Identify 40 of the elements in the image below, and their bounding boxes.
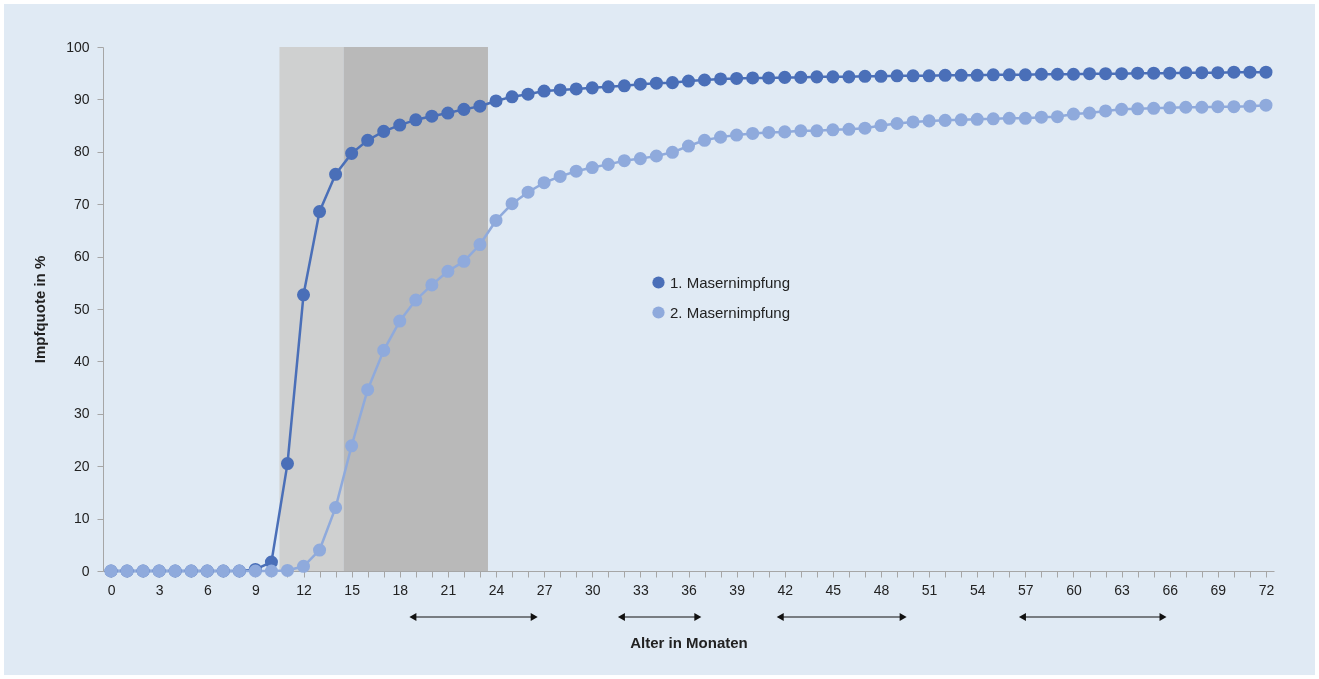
y-tick-label: 80 xyxy=(73,143,90,160)
x-tick-label: 57 xyxy=(1018,581,1034,598)
y-tick-label: 60 xyxy=(73,248,90,265)
x-tick-label: 51 xyxy=(921,581,938,598)
x-tick-label: 15 xyxy=(344,581,361,598)
x-tick-label: 48 xyxy=(873,581,890,598)
x-tick-label: 69 xyxy=(1210,581,1227,598)
x-tick-label: 27 xyxy=(536,581,553,598)
x-tick-label: 0 xyxy=(107,581,116,598)
x-tick-label: 42 xyxy=(777,581,794,598)
x-tick-label: 18 xyxy=(392,581,409,598)
x-tick-label: 36 xyxy=(681,581,697,598)
x-tick-label: 39 xyxy=(729,581,746,598)
x-tick-label: 72 xyxy=(1258,581,1275,598)
y-tick-label: 70 xyxy=(73,195,90,212)
x-tick-label: 9 xyxy=(251,581,260,598)
y-tick-label: 50 xyxy=(73,300,90,317)
x-tick-label: 63 xyxy=(1114,581,1131,598)
y-tick-label: 30 xyxy=(73,405,90,422)
y-tick-label: 100 xyxy=(66,38,90,55)
x-tick-label: 3 xyxy=(155,581,164,598)
x-axis-title: Alter in Monaten xyxy=(630,633,748,651)
x-tick-label: 6 xyxy=(203,581,212,598)
x-tick-label: 12 xyxy=(296,581,313,598)
x-tick-label: 54 xyxy=(969,581,986,598)
y-tick-label: 20 xyxy=(73,457,90,474)
y-tick-label: 40 xyxy=(73,352,90,369)
x-tick-label: 33 xyxy=(633,581,649,598)
x-tick-label: 21 xyxy=(440,581,457,598)
x-tick-label: 24 xyxy=(488,581,505,598)
y-tick-label: 0 xyxy=(81,562,90,579)
x-tick-label: 45 xyxy=(825,581,842,598)
legend-label: 1. Masernimpfung xyxy=(670,273,791,291)
x-tick-label: 66 xyxy=(1162,581,1179,598)
y-tick-label: 90 xyxy=(73,90,90,107)
y-tick-label: 10 xyxy=(73,510,90,527)
x-tick-label: 60 xyxy=(1066,581,1082,598)
y-axis-title: Impfquote in % xyxy=(31,255,49,364)
x-tick-label: 30 xyxy=(584,581,601,598)
legend-label: 2. Masernimpfung xyxy=(670,303,791,321)
